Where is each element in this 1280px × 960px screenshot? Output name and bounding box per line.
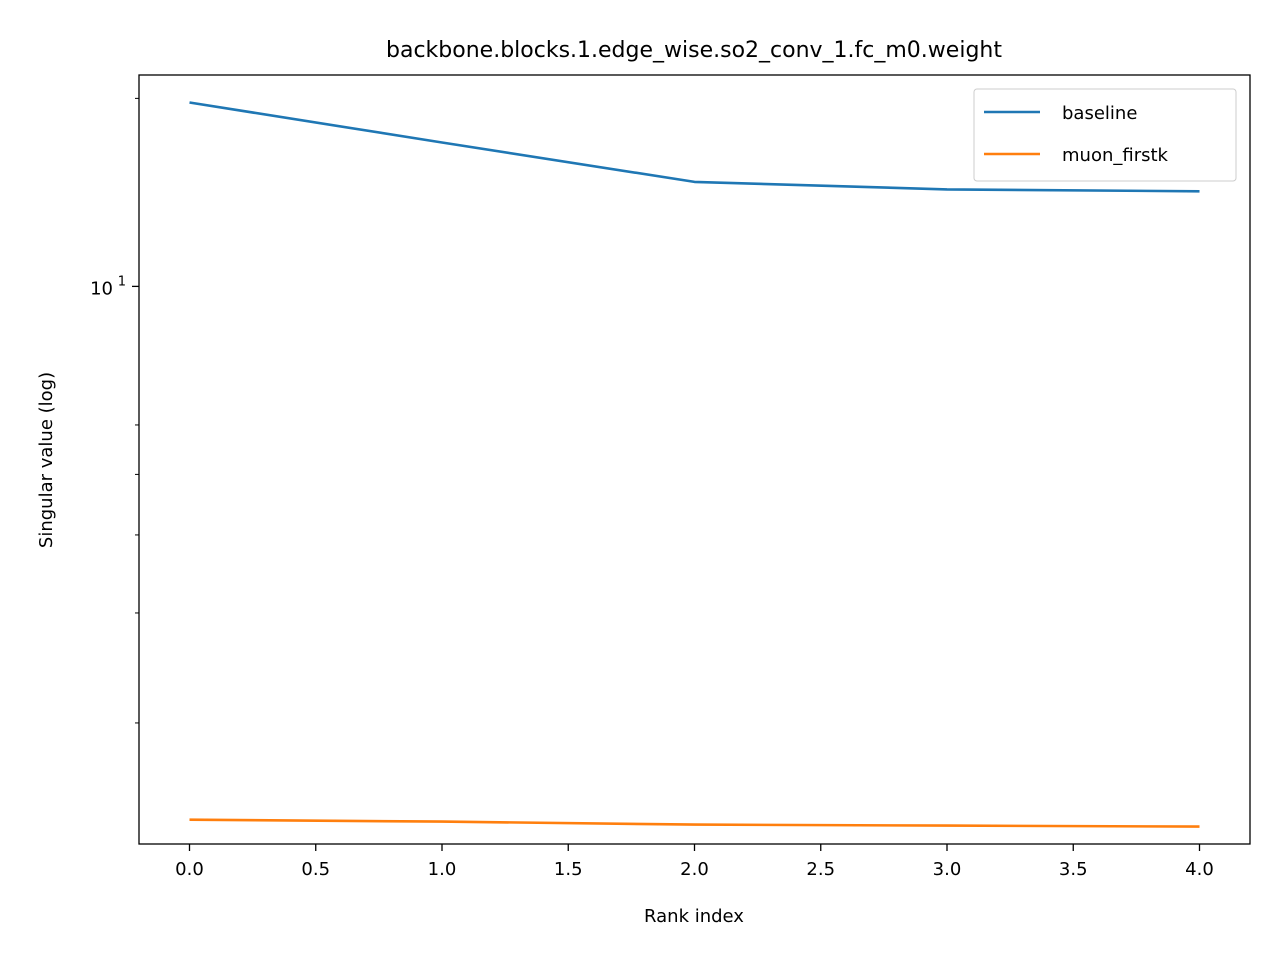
chart-title: backbone.blocks.1.edge_wise.so2_conv_1.f… [386, 38, 1002, 63]
x-tick-label: 4.0 [1185, 859, 1214, 880]
series-layer [189, 101, 1200, 828]
x-tick-label: 0.5 [301, 859, 330, 880]
x-tick-label: 2.0 [680, 859, 709, 880]
series-line-muon-firstk [189, 818, 1200, 828]
y-tick-label-exponent: 1 [118, 274, 126, 289]
x-tick-label: 3.5 [1059, 859, 1088, 880]
legend: baseline muon_firstk [973, 88, 1237, 182]
y-tick-label: 10 [90, 278, 113, 299]
legend-label-baseline: baseline [1062, 103, 1137, 124]
x-axis-label: Rank index [644, 906, 744, 927]
x-axis-ticks: 0.0 0.5 1.0 1.5 2.0 2.5 3.0 3.5 4.0 [175, 844, 1214, 880]
series-line-baseline [189, 101, 1200, 193]
y-axis-ticks: 10 1 [90, 97, 139, 724]
x-tick-label: 1.5 [554, 859, 583, 880]
x-tick-label: 0.0 [175, 859, 204, 880]
x-tick-label: 3.0 [933, 859, 962, 880]
x-tick-label: 1.0 [428, 859, 457, 880]
x-tick-label: 2.5 [806, 859, 835, 880]
legend-label-muon-firstk: muon_firstk [1062, 145, 1169, 166]
y-axis-label: Singular value (log) [36, 372, 57, 548]
